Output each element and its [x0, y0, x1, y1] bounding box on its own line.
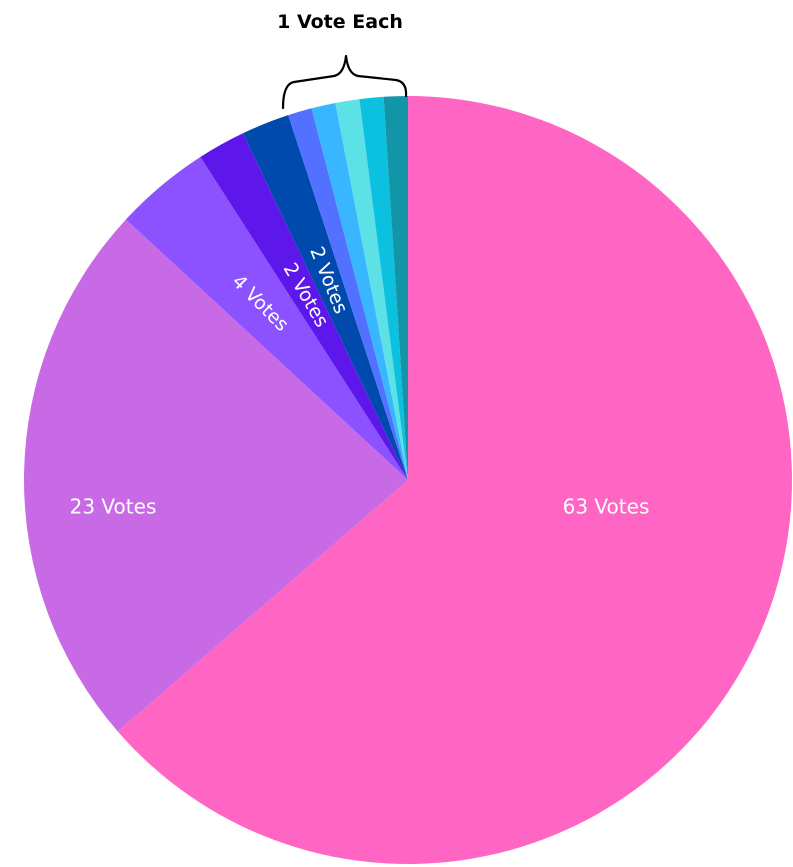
pie-slice	[23, 219, 409, 732]
pie-slice	[335, 99, 408, 480]
pie-slice	[242, 115, 408, 481]
pie-slice	[383, 96, 408, 480]
slice-label: 23 Votes	[70, 495, 157, 519]
pie-slices	[23, 96, 792, 864]
pie-slice	[200, 133, 408, 480]
pie-slice	[288, 108, 408, 480]
pie-slice	[359, 96, 408, 481]
pie-slice	[125, 156, 409, 480]
annotation-label: 1 Vote Each	[277, 11, 403, 33]
annotation-brace	[281, 54, 408, 110]
pie-slice	[117, 96, 792, 864]
slice-label: 63 Votes	[563, 495, 650, 519]
pie-slice	[311, 102, 408, 480]
